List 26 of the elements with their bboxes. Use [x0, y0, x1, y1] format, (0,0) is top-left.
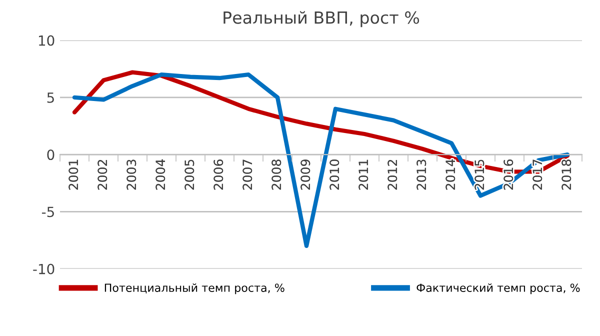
x-tick-label: 2008: [272, 160, 282, 190]
x-tick-label: 2003: [126, 160, 136, 190]
x-tick-label: 2001: [68, 160, 78, 190]
x-tick-label: 2016: [504, 160, 514, 190]
y-tick-label: 0: [47, 150, 54, 160]
x-tick-label: 2018: [562, 160, 572, 190]
x-tick-label: 2007: [242, 160, 252, 190]
y-tick-label: -10: [33, 264, 54, 274]
x-tick-label: 2005: [184, 160, 194, 190]
legend-label: Потенциальный темп роста, %: [104, 283, 284, 294]
legend-label: Фактический темп роста, %: [416, 283, 580, 294]
x-tick-label: 2017: [532, 160, 542, 190]
chart-title: Реальный ВВП, рост %: [224, 11, 420, 28]
y-tick-label: -5: [42, 206, 54, 218]
x-tick-label: 2012: [388, 160, 398, 190]
x-tick-label: 2010: [330, 160, 340, 190]
x-tick-label: 2004: [156, 159, 166, 190]
x-tick-label: 2009: [300, 160, 310, 190]
y-tick-label: 5: [47, 92, 54, 103]
x-tick-label: 2014: [446, 159, 456, 190]
x-tick-label: 2015: [474, 160, 484, 190]
x-tick-label: 2002: [98, 160, 108, 190]
x-tick-label: 2011: [358, 160, 368, 190]
y-tick-label: 10: [38, 35, 54, 46]
x-tick-label: 2006: [214, 160, 224, 190]
x-tick-label: 2013: [416, 160, 426, 190]
